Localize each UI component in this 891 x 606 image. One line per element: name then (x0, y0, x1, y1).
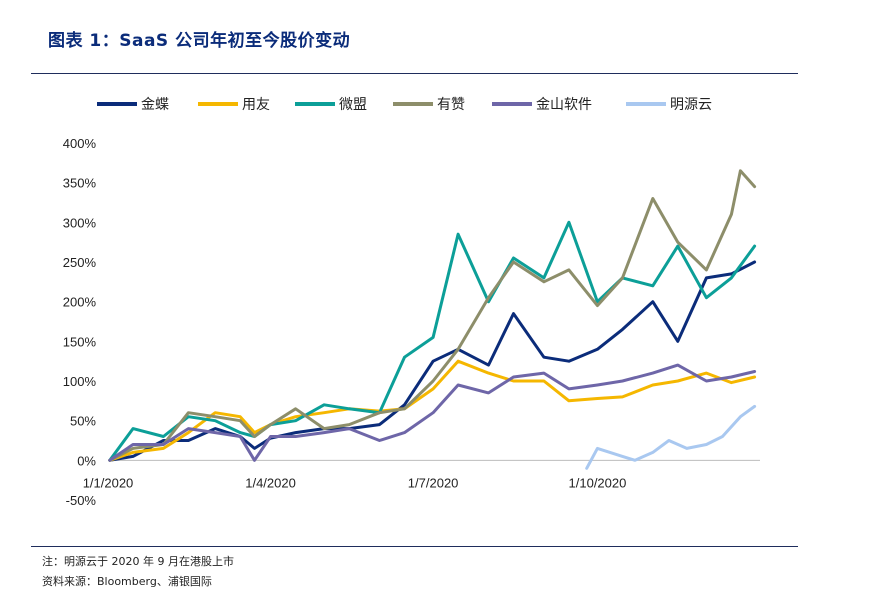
x-tick-label: 1/4/2020 (245, 475, 296, 490)
legend-label: 有赞 (437, 97, 465, 113)
y-tick-label: 50% (70, 414, 96, 429)
chart-figure-title: 图表 1：SaaS 公司年初至今股价变动 (48, 31, 351, 51)
y-tick-label: 350% (63, 176, 97, 191)
footnotes: 注：明源云于 2020 年 9 月在港股上市 资料来源：Bloomberg、浦银… (42, 552, 234, 592)
x-tick-label: 1/10/2020 (569, 475, 627, 490)
series-lines (108, 169, 757, 470)
header-divider (31, 73, 798, 74)
legend-label: 用友 (242, 97, 270, 113)
y-tick-label: 0% (77, 453, 96, 468)
y-tick-label: 200% (63, 295, 97, 310)
series-line-明源云 (585, 404, 757, 470)
y-tick-label: -50% (66, 493, 97, 508)
legend-label: 金蝶 (141, 97, 169, 113)
x-tick-label: 1/7/2020 (408, 475, 459, 490)
series-line-用友 (108, 359, 757, 462)
y-tick-label: 400% (63, 136, 97, 151)
x-axis-ticks: 1/1/2020 1/4/2020 1/7/2020 1/10/2020 (83, 475, 627, 490)
footnote-source: 资料来源：Bloomberg、浦银国际 (42, 575, 212, 588)
series-line-有赞 (108, 169, 757, 462)
legend-label: 明源云 (670, 97, 712, 113)
series-line-金山软件 (108, 363, 757, 462)
y-tick-label: 150% (63, 334, 97, 349)
legend-label: 金山软件 (536, 97, 592, 113)
x-tick-label: 1/1/2020 (83, 475, 134, 490)
series-line-金蝶 (108, 260, 757, 462)
footer-divider (31, 546, 798, 547)
chart-legend: 金蝶 用友 微盟 有赞 金山软件 明源云 (97, 97, 712, 113)
y-axis-ticks: 400% 350% 300% 250% 200% 150% 100% 50% 0% -50% (63, 136, 97, 508)
series-line-微盟 (108, 220, 757, 462)
y-tick-label: 300% (63, 215, 97, 230)
legend-label: 微盟 (339, 97, 367, 113)
footnote-listing: 注：明源云于 2020 年 9 月在港股上市 (42, 555, 234, 568)
y-tick-label: 250% (63, 255, 97, 270)
stock-chart: 金蝶 用友 微盟 有赞 金山软件 明源云 400% 350% 300% 250% 200% 150%… (63, 97, 760, 508)
y-tick-label: 100% (63, 374, 97, 389)
